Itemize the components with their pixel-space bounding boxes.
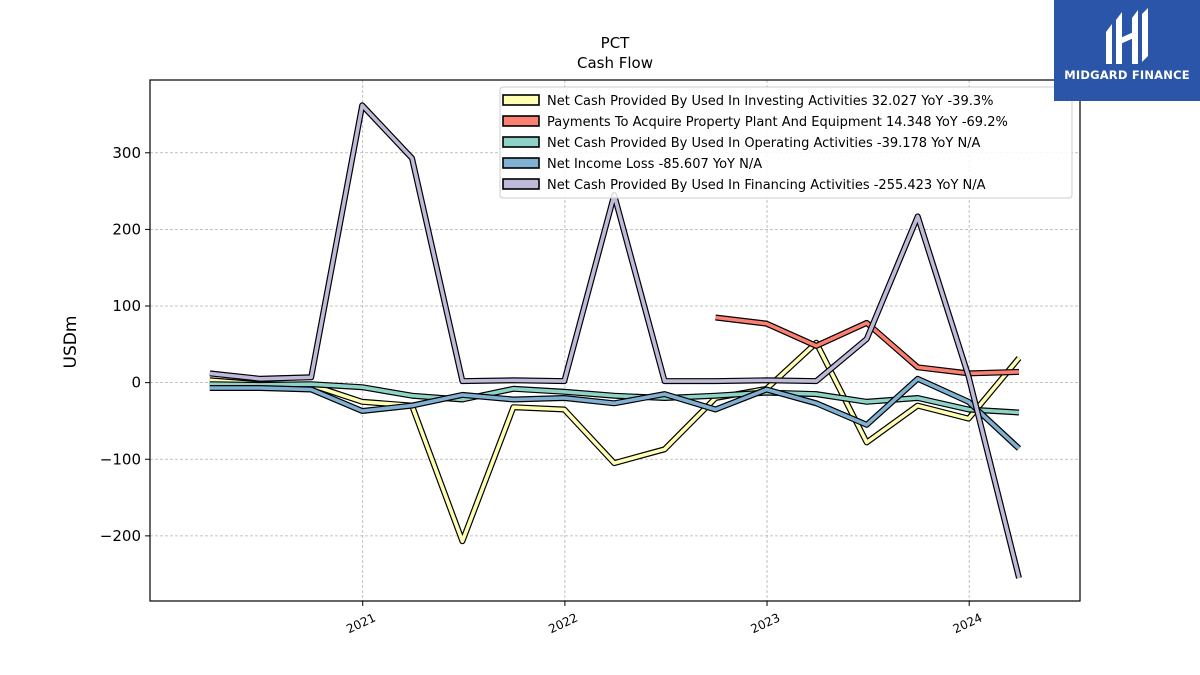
series-line [715, 314, 1020, 377]
series-stroke [209, 340, 1021, 544]
legend: Net Cash Provided By Used In Investing A… [499, 86, 1073, 199]
legend-entry: Net Income Loss -85.607 YoY N/A [547, 157, 762, 172]
legend-entry: Net Cash Provided By Used In Investing A… [547, 94, 993, 109]
legend-box [499, 86, 1073, 199]
x-tick-label: 2023 [749, 611, 783, 637]
legend-entry: Payments To Acquire Property Plant And E… [547, 115, 1008, 130]
y-tick-label: 300 [112, 144, 141, 162]
y-axis-ticks: −200 −100 0 100 200 300 [100, 144, 150, 545]
y-tick-label: 0 [131, 374, 141, 392]
legend-swatch [502, 178, 540, 190]
legend-swatch [502, 94, 540, 106]
legend-swatch [502, 115, 540, 127]
y-tick-label: 200 [112, 220, 141, 238]
brand-logo: MIDGARD FINANCE [1054, 0, 1200, 101]
midgard-logo-icon [1106, 8, 1148, 64]
plot-frame [149, 79, 1081, 602]
legend-swatch [502, 136, 540, 148]
legend-entry: Net Cash Provided By Used In Financing A… [547, 178, 986, 193]
x-tick-label: 2024 [951, 611, 985, 637]
y-axis-label: USDm [61, 316, 81, 369]
y-tick-label: −200 [100, 527, 141, 545]
x-tick-label: 2022 [546, 611, 580, 637]
x-tick-label: 2021 [344, 611, 378, 637]
y-tick-label: 100 [112, 297, 141, 315]
series-stroke [209, 376, 1021, 450]
brand-name: MIDGARD FINANCE [1064, 68, 1190, 82]
chart-subtitle: Cash Flow [577, 54, 653, 72]
chart-title: PCT [601, 34, 631, 52]
x-axis-ticks: 2021 2022 2023 2024 [344, 601, 984, 636]
series-line [209, 375, 1022, 451]
legend-entry: Net Cash Provided By Used In Operating A… [547, 136, 981, 151]
series-line [209, 339, 1022, 545]
y-tick-label: −100 [100, 450, 141, 468]
legend-swatch [502, 157, 540, 169]
series-stroke [209, 382, 1020, 415]
series-line [209, 381, 1020, 416]
series-outline [715, 314, 1020, 377]
series-outline [209, 339, 1022, 545]
